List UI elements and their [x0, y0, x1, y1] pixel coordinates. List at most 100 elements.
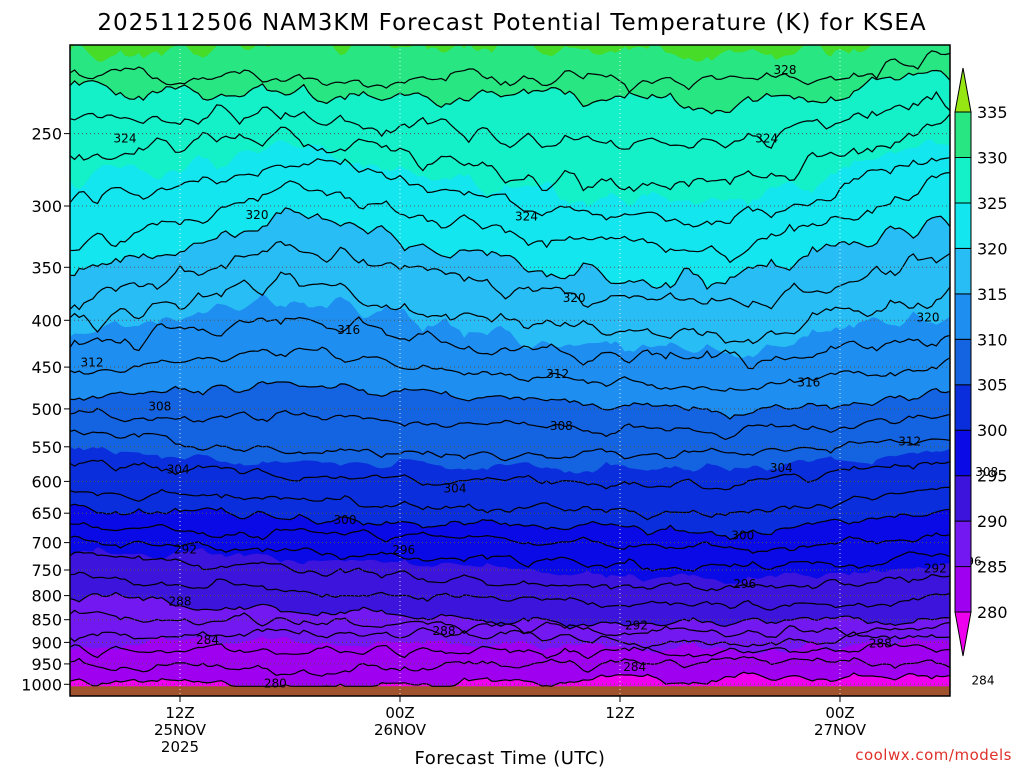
x-tick-label: 25NOV [154, 721, 207, 739]
contour-label: 316 [797, 376, 820, 390]
contour-label: 312 [546, 367, 569, 381]
contour-label: 308 [550, 419, 573, 433]
y-tick-label: 750 [31, 561, 62, 580]
contour-label: 284 [196, 633, 219, 647]
y-tick-label: 600 [31, 472, 62, 491]
y-tick-label: 350 [31, 258, 62, 277]
credit-link[interactable]: coolwx.com/models [855, 746, 1012, 764]
colorbar-label: 280 [977, 603, 1008, 622]
colorbar-swatch [954, 247, 972, 295]
colorbar-label: 335 [977, 103, 1008, 122]
colorbar-label: 320 [977, 239, 1008, 258]
contour-label: 304 [167, 462, 190, 476]
colorbar-label: 315 [977, 285, 1008, 304]
colorbar: 280 285 290 295 300 305 310 315 320 325 330 335 [954, 67, 1008, 657]
contour-label: 292 [625, 618, 648, 632]
colorbar-swatch [954, 111, 972, 158]
x-tick-label: 2025 [161, 738, 199, 756]
colorbar-bottom-arrow [954, 611, 972, 657]
colorbar-label: 285 [977, 558, 1008, 577]
colorbar-swatch [954, 293, 972, 340]
x-axis-label: Forecast Time (UTC) [415, 748, 606, 768]
contour-324 [70, 157, 950, 228]
contour-label: 304 [770, 461, 793, 475]
y-tick-label: 250 [31, 125, 62, 144]
colorbar-label: 330 [977, 149, 1008, 168]
contour-310 [70, 380, 950, 420]
colorbar-label: 300 [977, 421, 1008, 440]
contour-label: 316 [337, 323, 360, 337]
y-tick-label: 450 [31, 358, 62, 377]
x-tick-label: 12Z [605, 704, 634, 722]
contour-280 [70, 671, 950, 687]
contour-label: 320 [917, 310, 940, 324]
contour-label: 324 [515, 210, 538, 224]
contour-322 [70, 172, 950, 264]
contour-320 [70, 207, 950, 290]
y-tick-label: 950 [31, 655, 62, 674]
contour-284 [70, 642, 950, 660]
colorbar-swatch [954, 202, 972, 249]
colorbar-label: 325 [977, 194, 1008, 213]
y-tick-label: 900 [31, 633, 62, 652]
contour-302 [70, 486, 950, 521]
y-tick-label: 300 [31, 197, 62, 216]
contour-318 [70, 240, 950, 311]
contour-label: 280 [264, 677, 287, 691]
x-tick-label: 27NOV [814, 721, 867, 739]
plot-frame [69, 44, 951, 697]
contour-328 [70, 90, 950, 150]
band-335 [70, 45, 950, 62]
contour-label: 288 [433, 624, 456, 638]
colorbar-label: 310 [977, 330, 1008, 349]
contour-label: 288 [169, 595, 192, 609]
contour-labels: 328 324 324 320 324 320 320 316 312 312 316 308 308 3… [81, 63, 999, 691]
contour-308 [70, 407, 950, 441]
contour-label: 304 [444, 482, 467, 496]
y-tick-label: 850 [31, 611, 62, 630]
x-tick-label: 00Z [385, 704, 414, 722]
contour-312 [70, 346, 950, 392]
contour-332 [70, 50, 950, 94]
colorbar-swatch [954, 566, 972, 613]
contour-326 [70, 113, 950, 193]
contour-label: 300 [731, 529, 754, 543]
potential-temperature-field [70, 45, 950, 696]
y-tick-label: 500 [31, 400, 62, 419]
contour-label: 312 [81, 356, 104, 370]
contour-298 [70, 522, 950, 554]
y-tick-label: 550 [31, 438, 62, 457]
colorbar-label: 305 [977, 376, 1008, 395]
contour-300 [70, 503, 950, 541]
colorbar-swatch [954, 429, 972, 477]
y-axis: 250 300 350 400 450 500 550 600 650 700 750 800 850 9… [21, 125, 70, 694]
colorbar-swatch [954, 157, 972, 204]
isentrope-contours [70, 50, 950, 687]
x-axis: 12Z25NOV202500Z26NOV12Z00Z27NOV12Z [154, 696, 867, 756]
contour-label: 312 [898, 435, 921, 449]
contour-label: 292 [174, 542, 197, 556]
contour-label: 308 [148, 400, 171, 414]
contour-label: 284 [972, 673, 995, 687]
x-tick-label: 26NOV [374, 721, 427, 739]
y-tick-label: 800 [31, 587, 62, 606]
colorbar-swatch [954, 384, 972, 431]
y-tick-label: 650 [31, 504, 62, 523]
y-tick-label: 700 [31, 534, 62, 553]
contour-286 [70, 627, 950, 649]
contour-label: 308 [975, 465, 998, 479]
contour-label: 324 [755, 131, 778, 145]
grid-lines [70, 45, 950, 696]
contour-label: 320 [246, 208, 269, 222]
contour-label: 320 [563, 291, 586, 305]
contour-label: 296 [733, 577, 756, 591]
contour-306 [70, 429, 950, 462]
contour-label: 296 [392, 543, 415, 557]
surface-terrain [70, 686, 950, 696]
contour-label: 300 [334, 513, 357, 527]
colorbar-label: 295 [977, 467, 1008, 486]
contour-330 [70, 69, 950, 115]
contour-label: 284 [623, 660, 646, 674]
contour-294 [70, 551, 950, 592]
colorbar-top-arrow [954, 67, 972, 113]
